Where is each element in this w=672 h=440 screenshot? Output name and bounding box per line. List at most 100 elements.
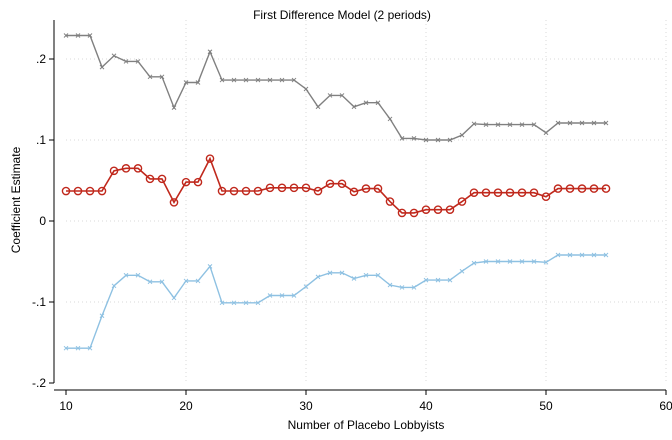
data-point-lower xyxy=(135,272,141,278)
data-point-upper xyxy=(231,77,237,83)
data-point-upper xyxy=(327,93,333,98)
data-point-lower xyxy=(351,276,357,281)
data-point-upper xyxy=(219,77,225,83)
data-point-lower xyxy=(243,300,249,306)
data-point-upper xyxy=(351,104,357,110)
axes xyxy=(53,20,666,391)
data-point-upper xyxy=(543,130,549,136)
data-point-estimate xyxy=(433,205,443,214)
x-axis-title: Number of Placebo Lobbyists xyxy=(288,418,445,432)
data-point-estimate xyxy=(505,188,515,197)
series-lines xyxy=(61,33,611,351)
data-point-upper xyxy=(471,121,477,127)
data-point-upper xyxy=(147,74,153,80)
data-point-estimate xyxy=(361,184,371,193)
data-point-estimate xyxy=(193,177,203,187)
data-point-estimate xyxy=(157,174,167,184)
chart-title: First Difference Model (2 periods) xyxy=(253,8,431,22)
data-point-upper xyxy=(111,53,117,59)
data-point-estimate xyxy=(241,186,251,196)
data-point-estimate xyxy=(301,183,311,193)
data-point-estimate xyxy=(217,186,227,196)
data-point-upper xyxy=(387,116,393,122)
data-point-estimate xyxy=(109,166,119,176)
data-point-upper xyxy=(555,120,561,126)
data-point-upper xyxy=(495,122,501,127)
data-point-upper xyxy=(603,120,609,126)
data-point-estimate xyxy=(133,164,143,173)
data-point-lower xyxy=(315,274,321,280)
data-point-upper xyxy=(87,33,93,38)
data-point-upper xyxy=(279,77,285,83)
data-point-upper xyxy=(99,64,105,70)
data-point-lower xyxy=(99,313,105,319)
y-tick-label: -.1 xyxy=(32,295,46,309)
y-tick-label: 0 xyxy=(39,214,46,228)
data-point-upper xyxy=(459,132,465,138)
data-point-estimate xyxy=(421,205,431,214)
data-point-lower xyxy=(459,268,465,274)
data-point-lower xyxy=(63,345,69,351)
data-point-upper xyxy=(483,122,489,127)
data-point-upper xyxy=(315,104,321,110)
series-line-upper xyxy=(66,34,606,141)
data-point-upper xyxy=(435,137,441,143)
data-point-upper xyxy=(159,74,165,80)
data-point-upper xyxy=(591,120,597,126)
series-line-estimate xyxy=(66,156,606,214)
data-point-lower xyxy=(231,300,237,306)
data-point-lower xyxy=(387,282,393,288)
data-point-estimate xyxy=(529,188,539,197)
data-point-estimate xyxy=(337,179,347,189)
data-point-lower xyxy=(87,345,93,351)
data-point-lower xyxy=(411,285,417,290)
data-point-estimate xyxy=(349,187,359,197)
data-point-upper xyxy=(303,86,309,92)
data-point-estimate xyxy=(265,183,275,193)
data-point-lower xyxy=(543,259,549,265)
data-point-estimate xyxy=(325,179,335,189)
y-tick-label: -.2 xyxy=(32,376,46,390)
data-point-estimate xyxy=(601,184,611,193)
data-point-estimate xyxy=(493,188,503,197)
data-point-estimate xyxy=(541,192,551,201)
data-point-estimate xyxy=(121,164,131,173)
data-point-lower xyxy=(111,283,117,289)
data-point-upper xyxy=(411,136,417,141)
grid xyxy=(66,20,667,383)
data-point-lower xyxy=(183,278,189,284)
data-point-upper xyxy=(567,120,573,126)
data-point-upper xyxy=(519,122,525,127)
data-point-lower xyxy=(435,277,441,283)
data-point-estimate xyxy=(517,188,527,197)
data-point-upper xyxy=(507,122,513,127)
data-point-estimate xyxy=(469,188,479,197)
data-point-estimate xyxy=(85,186,95,196)
data-point-upper xyxy=(339,93,345,98)
data-point-estimate xyxy=(253,186,263,196)
x-tick-label: 30 xyxy=(299,399,313,413)
data-point-estimate xyxy=(457,197,467,206)
data-point-upper xyxy=(207,49,213,55)
data-point-lower xyxy=(195,278,201,284)
data-point-lower xyxy=(303,284,309,289)
data-point-estimate xyxy=(61,186,71,196)
data-point-upper xyxy=(375,100,381,106)
data-point-lower xyxy=(423,277,429,283)
data-point-estimate xyxy=(289,183,299,193)
data-point-lower xyxy=(591,252,597,258)
data-point-estimate xyxy=(577,184,587,193)
data-point-lower xyxy=(603,252,609,258)
data-point-upper xyxy=(135,59,141,64)
data-point-upper xyxy=(423,137,429,143)
data-point-upper xyxy=(183,80,189,85)
data-point-upper xyxy=(123,59,129,64)
data-point-lower xyxy=(483,259,489,264)
data-point-upper xyxy=(171,105,177,110)
data-point-upper xyxy=(579,120,585,126)
data-point-lower xyxy=(471,260,477,266)
data-point-estimate xyxy=(445,205,455,214)
data-point-lower xyxy=(75,345,81,351)
data-point-lower xyxy=(159,279,165,285)
data-point-upper xyxy=(195,80,201,85)
